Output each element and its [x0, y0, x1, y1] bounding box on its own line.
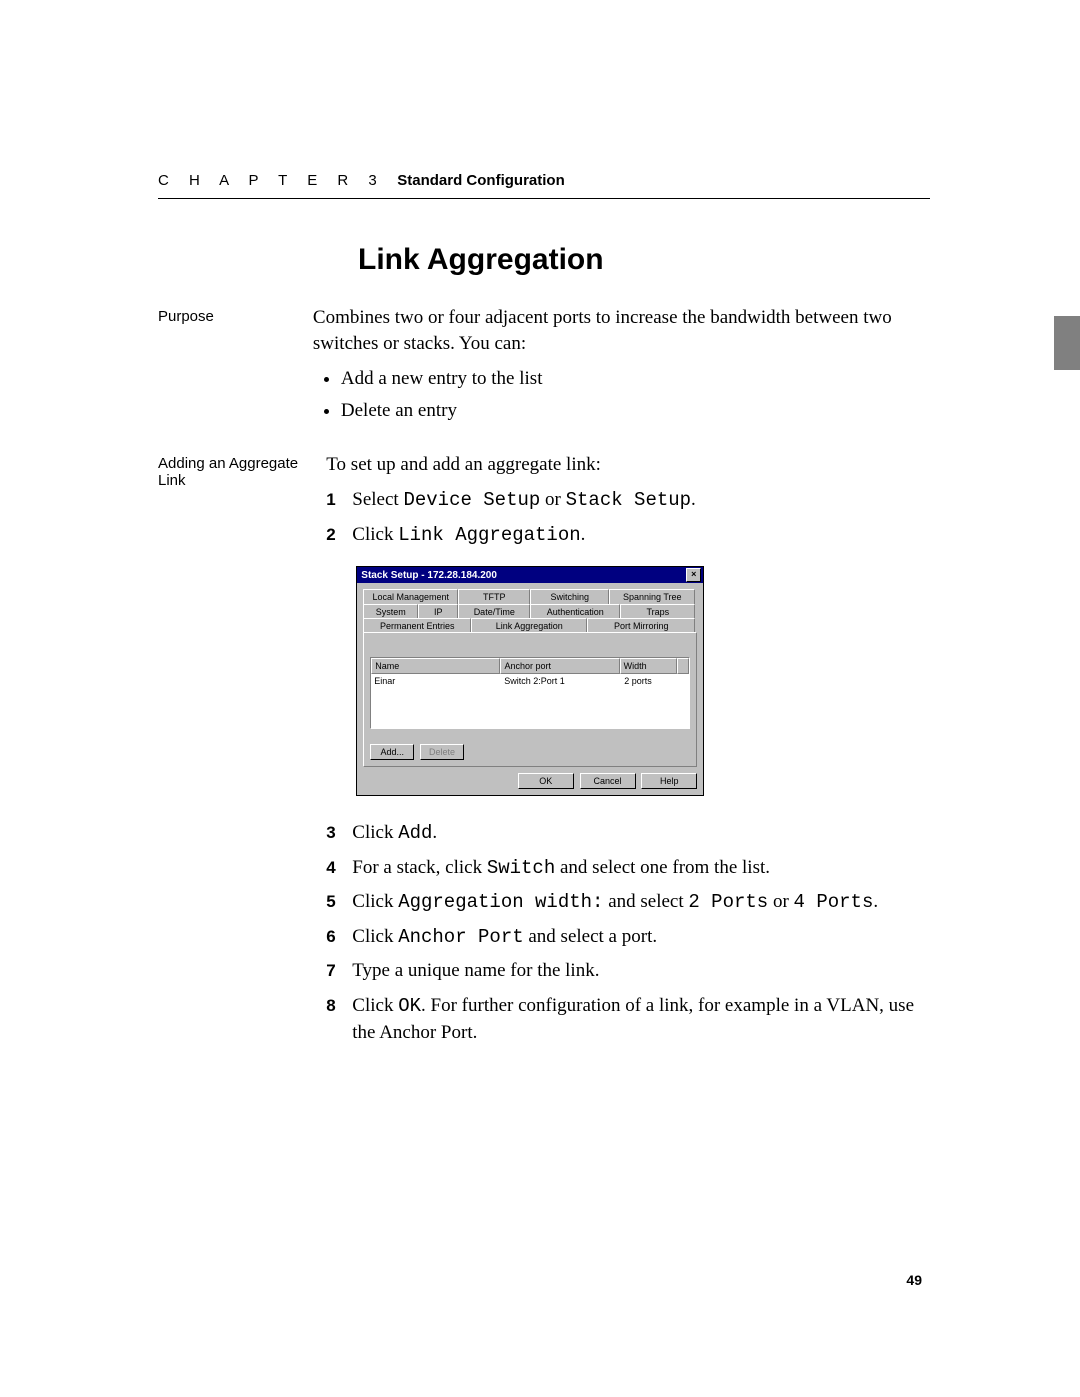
table-row[interactable]: Einar Switch 2:Port 1 2 ports	[371, 674, 689, 688]
dialog-title: Stack Setup - 172.28.184.200	[361, 569, 497, 583]
listview[interactable]: Name Anchor port Width Einar Switch 2:Po…	[370, 657, 690, 729]
adding-block: To set up and add an aggregate link: 1 S…	[326, 452, 930, 1055]
step-num: 8	[326, 993, 352, 1046]
step-text: For a stack, click Switch and select one…	[352, 855, 770, 882]
tab[interactable]: Authentication	[530, 604, 620, 619]
tab[interactable]: Local Management	[363, 589, 458, 604]
step-num: 3	[326, 820, 352, 847]
step-text: Click Add.	[352, 820, 437, 847]
step-text: Select Device Setup or Stack Setup.	[352, 487, 696, 514]
tab[interactable]: Permanent Entries	[363, 618, 471, 633]
tab[interactable]: TFTP	[458, 589, 530, 604]
step-num: 5	[326, 889, 352, 916]
step-text: Click Link Aggregation.	[352, 522, 585, 549]
purpose-block: Combines two or four adjacent ports to i…	[313, 305, 930, 430]
tab[interactable]: Date/Time	[458, 604, 530, 619]
col-header[interactable]: Width	[620, 658, 678, 674]
add-button[interactable]: Add...	[370, 744, 414, 760]
purpose-text: Combines two or four adjacent ports to i…	[313, 307, 892, 354]
delete-button[interactable]: Delete	[420, 744, 464, 760]
tab[interactable]: System	[363, 604, 418, 619]
chapter-title: Standard Configuration	[397, 172, 565, 189]
help-button[interactable]: Help	[641, 773, 697, 789]
close-icon[interactable]: ×	[686, 568, 701, 582]
tab[interactable]: Spanning Tree	[609, 589, 695, 604]
page-number: 49	[906, 1272, 922, 1288]
step-text: Click Anchor Port and select a port.	[352, 924, 657, 951]
col-header[interactable]: Name	[371, 658, 500, 674]
step-num: 6	[326, 924, 352, 951]
tab[interactable]: Switching	[530, 589, 609, 604]
step-num: 1	[326, 487, 352, 514]
bullet: Add a new entry to the list	[341, 366, 930, 392]
step-num: 2	[326, 522, 352, 549]
bullet: Delete an entry	[341, 398, 930, 424]
step-text: Click Aggregation width: and select 2 Po…	[352, 889, 878, 916]
adding-intro: To set up and add an aggregate link:	[326, 454, 601, 475]
dialog-window: Stack Setup - 172.28.184.200 × Local Man…	[356, 566, 704, 796]
tab[interactable]: Traps	[620, 604, 695, 619]
tab-panel: Name Anchor port Width Einar Switch 2:Po…	[363, 632, 697, 767]
section-heading: Link Aggregation	[358, 243, 930, 277]
tab-active[interactable]: Link Aggregation	[471, 618, 587, 633]
adding-label: Adding an Aggregate Link	[158, 452, 326, 1055]
col-header	[677, 658, 689, 674]
purpose-label: Purpose	[158, 305, 313, 430]
tab[interactable]: Port Mirroring	[587, 618, 695, 633]
step-text: Click OK. For further configuration of a…	[352, 993, 930, 1046]
dialog-titlebar: Stack Setup - 172.28.184.200 ×	[357, 567, 703, 583]
cancel-button[interactable]: Cancel	[580, 773, 636, 789]
col-header[interactable]: Anchor port	[500, 658, 619, 674]
chapter-label: C H A P T E R 3	[158, 172, 385, 189]
ok-button[interactable]: OK	[518, 773, 574, 789]
step-text: Type a unique name for the link.	[352, 958, 599, 985]
step-num: 7	[326, 958, 352, 985]
tab[interactable]: IP	[418, 604, 458, 619]
step-num: 4	[326, 855, 352, 882]
running-header: C H A P T E R 3 Standard Configuration	[158, 172, 930, 199]
